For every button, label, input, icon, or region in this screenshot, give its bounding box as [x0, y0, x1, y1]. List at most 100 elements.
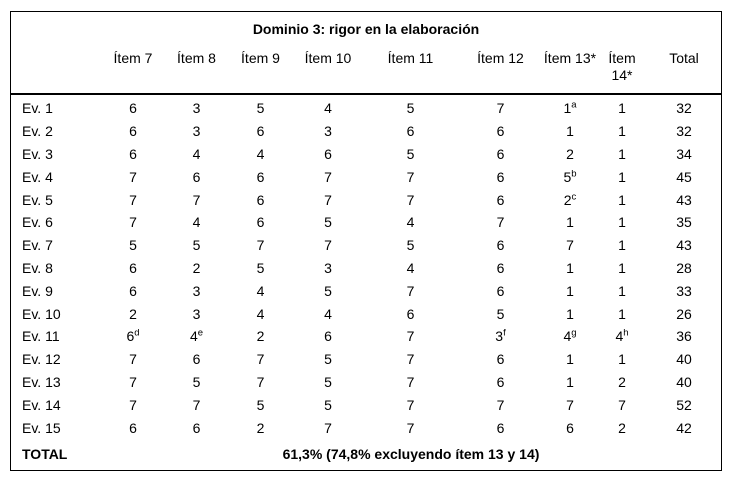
row-label: Ev. 8	[22, 259, 53, 276]
score-cell: 6	[192, 419, 201, 436]
score-cell: 4	[324, 305, 332, 322]
row-label: Ev. 2	[22, 123, 53, 140]
score-cell: 45	[676, 168, 692, 185]
score-cell: 7	[129, 214, 137, 231]
table-row: Ev. 15 6 6 2 7 7 6 6 2 42	[11, 416, 721, 439]
score-cell: 3	[192, 100, 201, 117]
score-cell: 1	[618, 351, 626, 368]
total-value: 61,3% (74,8% excluyendo ítem 13 y 14)	[282, 446, 540, 463]
score-cell: 4	[192, 214, 201, 231]
score-cell: 6	[496, 191, 505, 208]
score-cell: 4	[192, 145, 201, 162]
score-cell: 35	[676, 214, 692, 231]
score-cell: 5	[192, 373, 201, 390]
score-cell: 40	[676, 351, 692, 368]
score-cell: 7	[406, 328, 415, 345]
score-cell: 5	[256, 396, 265, 413]
table-row: Ev. 6 7 4 6 5 4 7 1 1 35	[11, 211, 721, 234]
score-cell: 52	[676, 396, 692, 413]
score-cell: 4	[406, 214, 415, 231]
total-row: TOTAL 61,3% (74,8% excluyendo ítem 13 y …	[11, 439, 721, 470]
score-cell: 6	[496, 419, 505, 436]
score-cell: 2	[256, 419, 265, 436]
score-cell: 7	[256, 351, 265, 368]
column-header: Ítem 8	[165, 48, 228, 95]
score-cell: 33	[676, 282, 692, 299]
row-label: Ev. 7	[22, 237, 53, 254]
score-cell: 5	[256, 100, 265, 117]
row-label: Ev. 6	[22, 214, 53, 231]
table-row: Ev. 2 6 3 6 3 6 6 1 1 32	[11, 120, 721, 143]
score-cell: 7	[406, 396, 415, 413]
score-cell: 1	[566, 214, 574, 231]
row-label: Ev. 3	[22, 145, 53, 162]
score-cell: 4e	[189, 327, 204, 345]
score-cell: 1	[618, 168, 626, 185]
score-cell: 6	[496, 145, 505, 162]
score-cell: 40	[676, 373, 692, 390]
score-cell: 7	[256, 237, 265, 254]
score-cell: 5	[129, 237, 137, 254]
score-cell: 6d	[126, 327, 140, 345]
table-row: Ev. 11 6d 4e 2 6 7 3f 4g 4h 36	[11, 325, 721, 348]
evaluation-scores-table: Ítem 7 Ítem 8 Ítem 9 Ítem 10 Ítem 11 Ítem 12 Í…	[11, 48, 721, 470]
score-cell: 2	[129, 305, 137, 322]
score-cell: 6	[129, 100, 137, 117]
score-cell: 1	[566, 123, 574, 140]
score-cell: 5	[324, 396, 332, 413]
score-cell: 7	[618, 396, 626, 413]
column-header: Ítem 11	[363, 48, 458, 95]
score-cell: 4	[256, 145, 265, 162]
score-cell: 6	[566, 419, 574, 436]
score-cell: 7	[324, 419, 332, 436]
score-cell: 5	[496, 305, 505, 322]
score-cell: 4	[324, 100, 332, 117]
score-cell: 7	[406, 373, 415, 390]
score-cell: 2	[256, 328, 265, 345]
score-cell: 5	[192, 237, 201, 254]
score-cell: 7	[566, 396, 574, 413]
score-cell: 4	[406, 259, 415, 276]
table-row: Ev. 14 7 7 5 5 7 7 7 7 52	[11, 393, 721, 416]
score-cell: 7	[129, 168, 137, 185]
score-cell: 2	[566, 145, 574, 162]
score-cell: 7	[566, 237, 574, 254]
score-cell: 6	[496, 237, 505, 254]
row-label: Ev. 9	[22, 282, 53, 299]
score-cell: 3	[192, 282, 201, 299]
score-cell: 28	[676, 259, 692, 276]
score-cell: 6	[256, 191, 265, 208]
header-row: Ítem 7 Ítem 8 Ítem 9 Ítem 10 Ítem 11 Ítem 12 Í…	[11, 48, 721, 95]
score-cell: 43	[676, 237, 692, 254]
row-label: Ev. 4	[22, 168, 53, 185]
row-label: Ev. 10	[22, 305, 61, 322]
column-header: Ítem 13*	[543, 48, 597, 95]
score-cell: 2c	[563, 190, 577, 208]
table-row: Ev. 12 7 6 7 5 7 6 1 1 40	[11, 348, 721, 371]
score-cell: 3	[324, 123, 332, 140]
score-cell: 7	[324, 168, 332, 185]
score-cell: 5	[256, 259, 265, 276]
table-row: Ev. 10 2 3 4 4 6 5 1 1 26	[11, 302, 721, 325]
score-cell: 1	[618, 123, 626, 140]
score-cell: 32	[676, 100, 692, 117]
score-cell: 3	[192, 305, 201, 322]
footnote-marker: c	[571, 190, 577, 202]
score-cell: 1	[618, 282, 626, 299]
domain3-table: Dominio 3: rigor en la elaboración Ítem …	[10, 11, 722, 471]
score-cell: 5	[324, 373, 332, 390]
footnote-marker: h	[623, 327, 629, 339]
score-cell: 7	[324, 237, 332, 254]
score-cell: 6	[256, 168, 265, 185]
score-cell: 7	[406, 168, 415, 185]
score-cell: 6	[496, 123, 505, 140]
score-cell: 7	[129, 191, 137, 208]
score-cell: 1	[618, 305, 626, 322]
table-row: Ev. 8 6 2 5 3 4 6 1 1 28	[11, 257, 721, 280]
table-row: Ev. 7 5 5 7 7 5 6 7 1 43	[11, 234, 721, 257]
score-cell: 6	[406, 305, 415, 322]
column-header: Ítem 7	[101, 48, 165, 95]
table-row: Ev. 3 6 4 4 6 5 6 2 1 34	[11, 143, 721, 166]
score-cell: 7	[129, 396, 137, 413]
score-cell: 7	[324, 191, 332, 208]
